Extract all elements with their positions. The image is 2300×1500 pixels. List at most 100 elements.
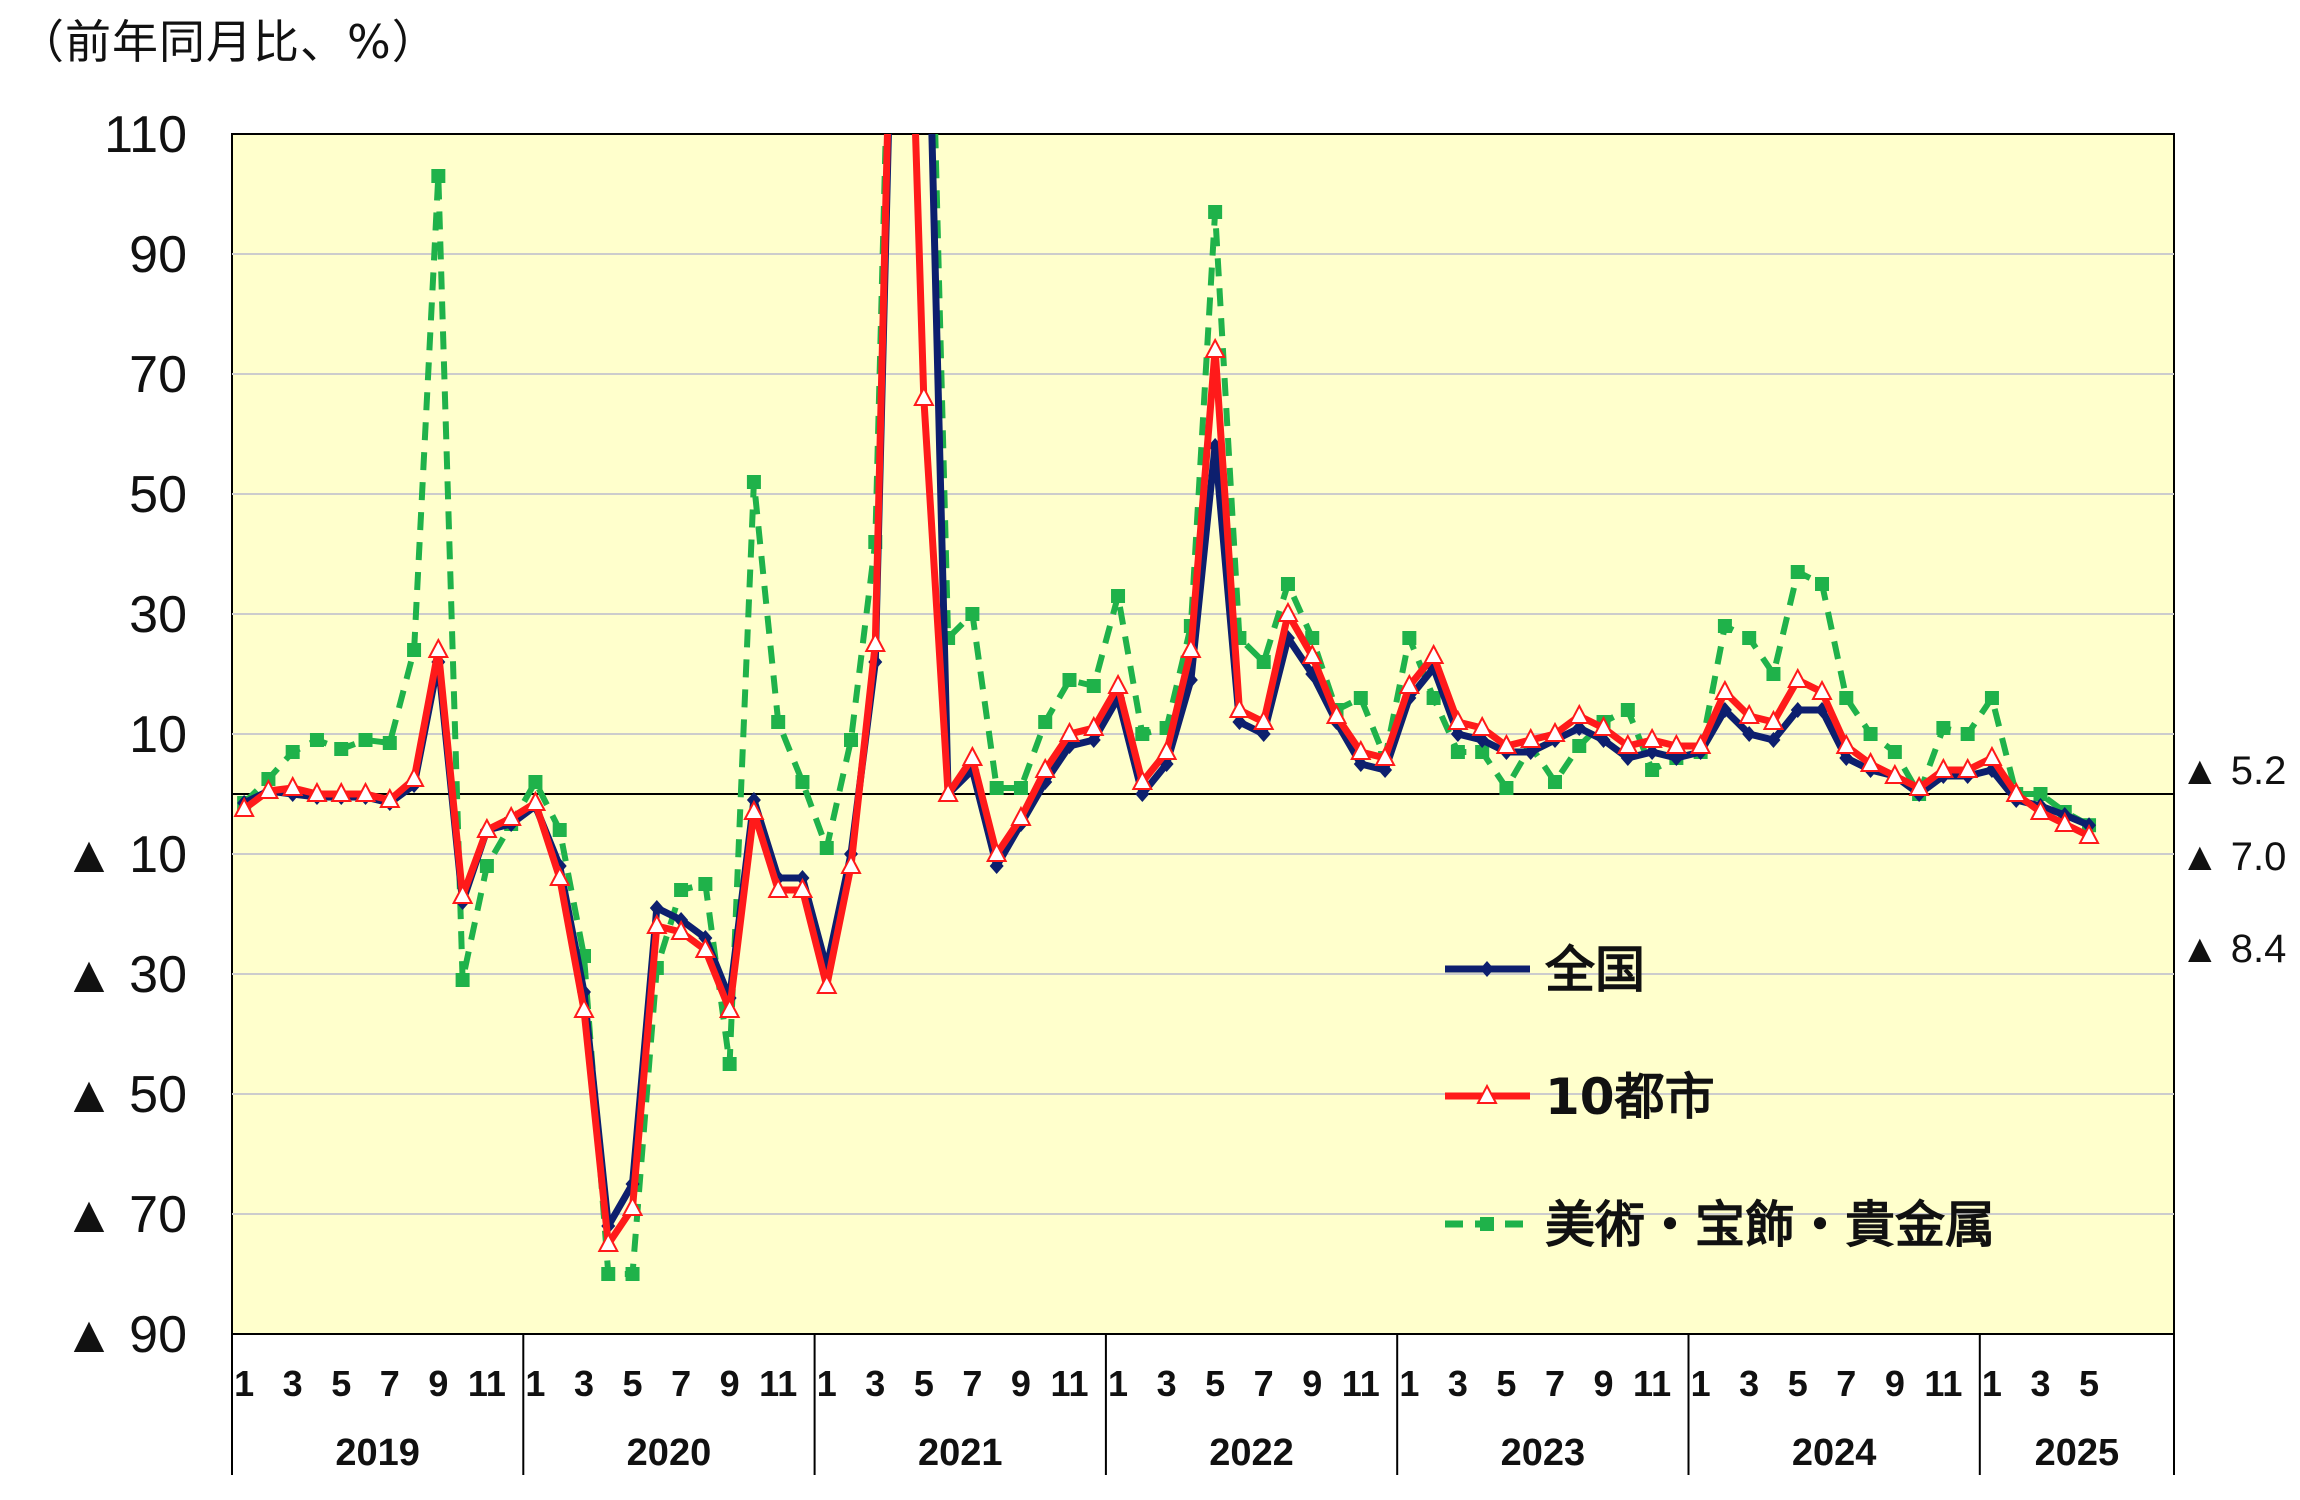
x-tick-label: 7 <box>1254 1363 1274 1404</box>
data-point <box>1034 757 1056 778</box>
legend-label: 全国 <box>1544 941 1645 999</box>
x-tick-label: 9 <box>720 1363 740 1404</box>
x-tick-label: 11 <box>1342 1363 1380 1404</box>
end-value-labels: ▲ 5.2 ▲ 7.0 ▲ 8.4 <box>2180 749 2286 971</box>
data-point <box>1058 721 1081 742</box>
end-value-label: ▲ 5.2 <box>2180 749 2286 793</box>
data-point <box>625 1267 640 1281</box>
year-label: 2024 <box>1792 1432 1877 1474</box>
data-point <box>1742 726 1757 742</box>
data-point <box>1714 679 1736 700</box>
data-point <box>816 973 838 994</box>
x-tick-label: 5 <box>1788 1363 1808 1404</box>
data-point <box>1083 715 1105 736</box>
data-point <box>1547 775 1562 789</box>
x-tick-label: 3 <box>2030 1363 2050 1404</box>
year-label: 2025 <box>2035 1432 2120 1474</box>
data-point <box>674 883 689 897</box>
data-point <box>767 877 789 898</box>
x-tick-label: 5 <box>914 1363 934 1404</box>
data-point <box>1426 691 1441 705</box>
data-point <box>961 745 984 766</box>
data-point <box>1208 205 1223 219</box>
data-point <box>1689 733 1712 754</box>
data-point <box>1038 715 1053 729</box>
x-tick-label: 9 <box>1594 1363 1614 1404</box>
data-point <box>407 643 422 657</box>
series-1 <box>233 134 2100 1252</box>
data-point <box>601 1267 616 1281</box>
x-tick-label: 1 <box>1982 1363 2002 1404</box>
x-tick-label: 11 <box>1633 1363 1671 1404</box>
data-point <box>1374 745 1396 766</box>
data-point <box>1835 733 1857 754</box>
x-tick-label: 1 <box>1399 1363 1419 1404</box>
data-point <box>2054 811 2076 832</box>
data-point <box>1742 631 1757 645</box>
x-tick-labels: 1 3 5 7 9 11 1 3 5 7 9 11 1 3 5 7 9 11 1 3 5 7 9 11 1 3 5 7 9 11 1 3 5 7 9… <box>231 1334 2175 1475</box>
data-point <box>1353 691 1368 705</box>
data-point <box>1863 727 1878 741</box>
data-point <box>1475 745 1490 759</box>
data-point <box>1544 721 1566 742</box>
data-point <box>403 766 425 787</box>
data-point <box>864 631 886 652</box>
end-value-label: ▲ 7.0 <box>2180 835 2286 879</box>
year-label: 2023 <box>1501 1432 1586 1474</box>
legend-label: 美術・宝飾・貴金属 <box>1545 1196 1995 1254</box>
x-tick-label: 1 <box>1108 1363 1128 1404</box>
data-point <box>1325 703 1348 724</box>
data-point <box>1228 697 1251 718</box>
data-point <box>1811 679 1833 700</box>
x-tick-label: 11 <box>759 1363 797 1404</box>
data-point <box>722 1057 737 1071</box>
x-tick-label: 11 <box>1924 1363 1962 1404</box>
data-point <box>2005 781 2027 802</box>
data-point <box>771 715 786 729</box>
data-point <box>1180 637 1202 658</box>
x-tick-label: 9 <box>1302 1363 1322 1404</box>
data-point <box>1984 691 1999 705</box>
data-point <box>476 817 498 838</box>
year-label: 2021 <box>918 1432 1003 1474</box>
data-point <box>1013 781 1028 795</box>
data-point <box>330 781 352 802</box>
data-point <box>965 607 980 621</box>
data-point <box>1301 643 1323 664</box>
data-point <box>1520 727 1542 748</box>
data-point <box>670 919 692 940</box>
data-point <box>306 781 328 802</box>
x-tick-label: 5 <box>1205 1363 1225 1404</box>
data-point <box>937 781 959 802</box>
data-point <box>552 823 567 837</box>
data-point <box>1277 601 1299 622</box>
data-point <box>1480 961 1494 977</box>
data-point <box>309 733 324 747</box>
data-point <box>646 913 668 934</box>
data-point <box>1908 775 1930 796</box>
x-tick-label: 3 <box>865 1363 885 1404</box>
y-tick-label: 30 <box>129 586 187 644</box>
data-point <box>431 169 446 183</box>
data-point <box>451 883 474 904</box>
data-point <box>2029 799 2052 820</box>
data-point <box>1738 703 1760 724</box>
x-tick-label: 3 <box>574 1363 594 1404</box>
data-point <box>1859 751 1882 772</box>
data-point <box>257 778 280 799</box>
data-point <box>1620 703 1635 717</box>
x-tick-label: 1 <box>1691 1363 1711 1404</box>
data-point <box>1766 732 1781 748</box>
y-tick-label: 70 <box>129 346 187 404</box>
data-point <box>2033 787 2048 801</box>
series-lines <box>233 134 2100 1281</box>
y-tick-labels: 110 90 70 50 30 10 ▲ 10 ▲ 30 ▲ 50 ▲ 70 ▲ 90 <box>63 106 187 1364</box>
data-point <box>500 805 522 826</box>
y-tick-label: ▲ 50 <box>63 1066 187 1124</box>
x-tick-label: 1 <box>817 1363 837 1404</box>
data-point <box>1790 702 1805 718</box>
data-point <box>913 385 935 406</box>
data-point <box>1887 745 1902 759</box>
x-tick-label: 5 <box>623 1363 643 1404</box>
